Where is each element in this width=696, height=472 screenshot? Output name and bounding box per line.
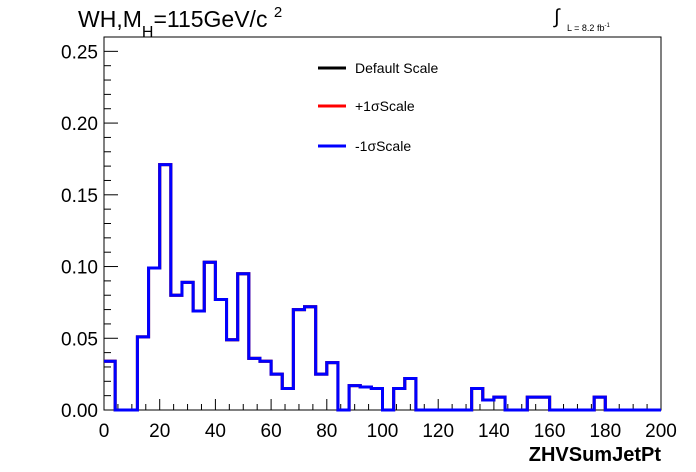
y-tick-label: 0.10 <box>61 258 98 279</box>
x-tick-label: 40 <box>205 421 226 442</box>
x-tick-label: 200 <box>645 421 677 442</box>
x-tick-label: 60 <box>261 421 282 442</box>
title-prefix: WH,M <box>78 6 142 32</box>
legend-label-1: +1σScale <box>355 98 415 114</box>
legend: Default Scale +1σScale -1σScale <box>318 60 438 154</box>
x-axis: 0 20 40 60 80 100 120 140 160 180 200 <box>99 399 677 442</box>
y-tick-label: 0.20 <box>61 114 98 135</box>
x-axis-label: ZHVSumJetPt <box>529 444 662 466</box>
legend-label-0: Default Scale <box>355 60 438 76</box>
histogram-series <box>104 163 661 412</box>
series-line-1 <box>104 163 661 412</box>
title-superscript: 2 <box>273 4 283 21</box>
y-axis: 0.00 0.05 0.10 0.15 0.20 0.25 <box>61 42 118 422</box>
x-tick-label: 80 <box>316 421 337 442</box>
title-subscript: H <box>141 24 154 41</box>
y-tick-label: 0.05 <box>61 329 98 350</box>
x-tick-label: 160 <box>534 421 566 442</box>
luminosity-text: L = 8.2 fb <box>567 23 605 33</box>
x-tick-label: 20 <box>149 421 170 442</box>
integral-symbol: ∫ <box>554 6 560 28</box>
series-line-0 <box>104 163 661 412</box>
luminosity-superscript: -1 <box>604 23 610 29</box>
y-tick-label: 0.15 <box>61 186 98 207</box>
y-tick-label: 0.00 <box>61 401 98 422</box>
x-tick-label: 0 <box>99 421 110 442</box>
y-tick-label: 0.25 <box>61 42 98 63</box>
x-tick-label: 120 <box>422 421 454 442</box>
x-tick-label: 180 <box>589 421 621 442</box>
series-line-2 <box>104 163 661 412</box>
chart-title: WH,MH=115GeV/c 2 <box>78 4 283 41</box>
x-tick-label: 100 <box>367 421 399 442</box>
legend-label-2: -1σScale <box>355 138 411 154</box>
plot-frame <box>103 36 662 411</box>
title-suffix: =115GeV/c <box>153 6 268 32</box>
x-tick-label: 140 <box>478 421 510 442</box>
